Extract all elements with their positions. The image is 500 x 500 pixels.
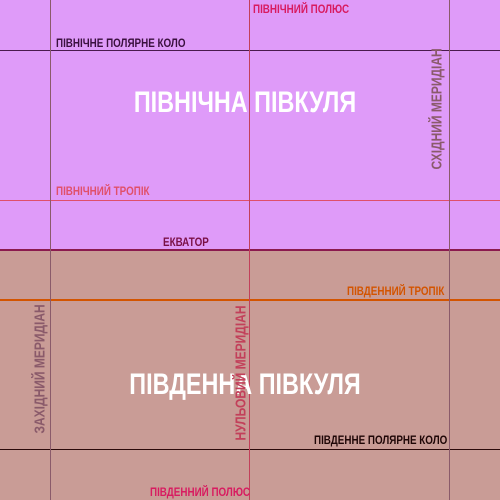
antarctic-circle-label: ПІВДЕННЕ ПОЛЯРНЕ КОЛО <box>314 433 448 447</box>
prime-meridian-line <box>249 0 250 500</box>
antarctic-circle-line <box>0 449 500 450</box>
northern-hemisphere-region <box>0 0 500 250</box>
tropic-cancer-line <box>0 200 500 201</box>
south-pole-label: ПІВДЕННИЙ ПОЛЮС <box>150 485 250 499</box>
north-pole-label: ПІВНІЧНИЙ ПОЛЮС <box>253 2 350 16</box>
tropic-cancer-label: ПІВНІЧНИЙ ТРОПІК <box>56 184 150 198</box>
arctic-circle-line <box>0 50 500 51</box>
east-meridian-line <box>449 0 450 500</box>
west-meridian-line <box>50 0 51 500</box>
west-meridian-label: ЗАХІДНИЙ МЕРИДІАН <box>31 304 49 434</box>
equator-label: ЕКВАТОР <box>163 235 209 249</box>
tropic-capricorn-label: ПІВДЕННИЙ ТРОПІК <box>347 284 445 298</box>
east-meridian-label: СХІДНИЙ МЕРИДІАН <box>428 48 446 170</box>
equator-line <box>0 249 500 251</box>
tropic-capricorn-line <box>0 299 500 301</box>
southern-hemisphere-title: ПІВДЕННА ПІВКУЛЯ <box>129 368 361 401</box>
prime-meridian-label: НУЛЬОВИЙ МЕРИДІАН <box>232 305 250 441</box>
northern-hemisphere-title: ПІВНІЧНА ПІВКУЛЯ <box>133 86 357 119</box>
arctic-circle-label: ПІВНІЧНЕ ПОЛЯРНЕ КОЛО <box>56 36 186 50</box>
southern-hemisphere-region <box>0 250 500 500</box>
